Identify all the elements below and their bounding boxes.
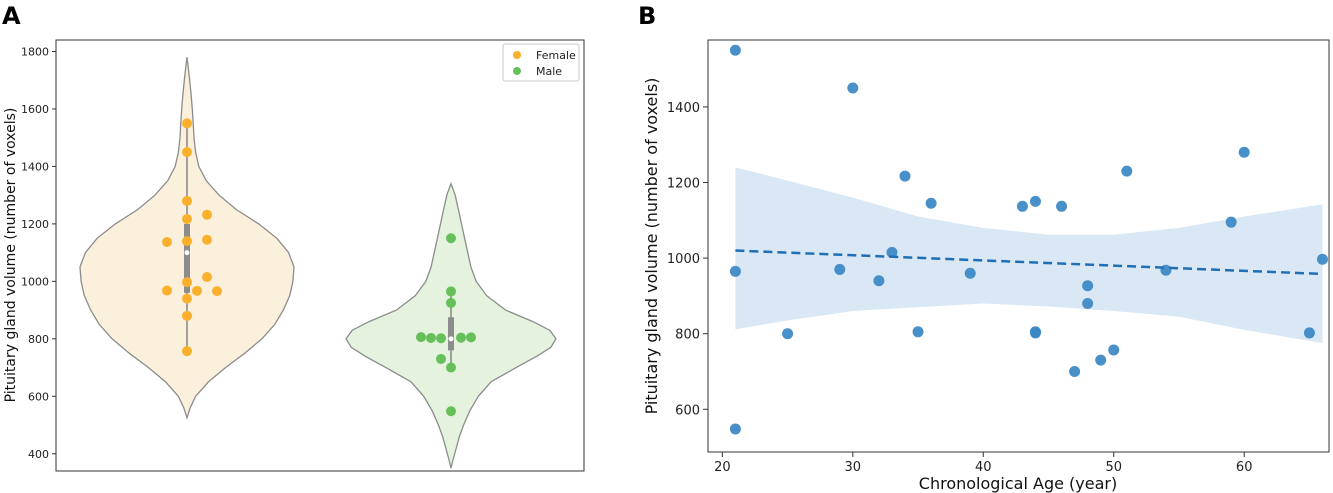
data-point-female	[182, 277, 192, 288]
legend-marker-male	[513, 67, 521, 75]
data-point-male	[436, 333, 446, 344]
plot-frame-a	[55, 39, 585, 472]
data-point	[834, 263, 846, 275]
y-tick-label: 1200	[21, 218, 49, 231]
data-point-male	[446, 406, 456, 417]
panel-a: A 400 600 800 1000 1200 1400 1600 1800 Pituitar…	[2, 2, 585, 472]
y-tick-label: 1600	[21, 103, 49, 116]
plot-frame-b	[707, 39, 1330, 453]
data-point	[1238, 146, 1250, 158]
legend: Female Male	[502, 43, 580, 82]
y-tick-label: 1800	[21, 45, 49, 58]
data-point	[964, 267, 976, 279]
y-tick-label: 1400	[667, 101, 700, 116]
iqr-box-female	[184, 223, 190, 293]
data-point-female	[192, 285, 202, 296]
panel-label-a: A	[2, 2, 21, 30]
median-marker-male	[448, 336, 454, 342]
data-point	[729, 265, 741, 277]
data-point-female	[202, 272, 212, 283]
y-tick-label: 400	[28, 448, 49, 461]
data-point	[886, 246, 898, 258]
data-point-female	[162, 285, 172, 296]
panel-label-b: B	[638, 2, 656, 30]
y-tick-label: 600	[28, 390, 49, 403]
y-ticks-a: 400 600 800 1000 1200 1400 1600 1800	[21, 45, 56, 461]
y-tick-label: 1400	[21, 160, 49, 173]
data-point	[1029, 195, 1041, 207]
y-tick-label: 1000	[667, 252, 700, 267]
data-point	[1082, 297, 1094, 309]
data-point-female	[182, 310, 192, 321]
y-tick-label: 800	[675, 328, 700, 343]
data-point-male	[436, 353, 446, 364]
x-tick-label: 50	[1105, 460, 1122, 475]
data-point	[1029, 327, 1041, 339]
legend-label-female: Female	[536, 49, 576, 62]
data-point	[1225, 216, 1237, 228]
scatter-points	[729, 44, 1328, 435]
data-point	[1316, 253, 1328, 265]
x-tick-label: 30	[845, 460, 862, 475]
x-axis-label-b: Chronological Age (year)	[919, 474, 1117, 493]
swarm-points	[162, 118, 476, 417]
data-point	[1121, 165, 1133, 177]
data-point	[925, 197, 937, 209]
data-point-male	[456, 332, 466, 343]
y-ticks-b: 600 800 1000 1200 1400	[667, 101, 708, 418]
data-point-female	[182, 147, 192, 158]
data-point-female	[212, 286, 222, 297]
data-point	[1069, 365, 1081, 377]
iqr-box-male	[448, 317, 454, 351]
data-point-male	[446, 286, 456, 297]
data-point-female	[182, 293, 192, 304]
x-tick-label: 60	[1236, 460, 1253, 475]
data-point	[1303, 327, 1315, 339]
data-point	[1056, 200, 1068, 212]
y-tick-label: 1200	[667, 176, 700, 191]
data-point-female	[162, 236, 172, 247]
data-point	[1082, 280, 1094, 292]
x-tick-label: 20	[714, 460, 731, 475]
legend-box	[502, 43, 580, 82]
data-point-female	[182, 346, 192, 357]
legend-label-male: Male	[536, 65, 562, 78]
confidence-band-area	[735, 167, 1323, 344]
y-axis-label-b: Pituitary gland volume (number of voxels…	[642, 78, 661, 415]
y-tick-label: 600	[675, 403, 700, 418]
data-point-female	[182, 118, 192, 129]
y-axis-label-a: Pituitary gland volume (number of voxels…	[3, 108, 19, 403]
y-tick-label: 1000	[21, 275, 49, 288]
data-point-male	[416, 332, 426, 343]
data-point	[1108, 344, 1120, 356]
data-point-male	[466, 332, 476, 343]
confidence-band	[735, 167, 1323, 344]
data-point	[782, 328, 794, 340]
data-point-female	[202, 234, 212, 245]
data-point-male	[426, 332, 436, 343]
median-marker-female	[184, 250, 190, 256]
data-point	[873, 275, 885, 287]
x-ticks-b: 20 30 40 50 60	[714, 452, 1252, 475]
data-point-female	[182, 195, 192, 206]
data-point	[729, 423, 741, 435]
y-tick-label: 800	[28, 333, 49, 346]
data-point	[912, 326, 924, 338]
data-point-female	[182, 214, 192, 225]
panel-b: B 20 30 40 50 60 600 800 1000 1200 1400 Chronolo…	[638, 2, 1330, 493]
violins	[79, 57, 557, 469]
data-point-male	[446, 297, 456, 308]
data-point-male	[446, 233, 456, 244]
data-point	[729, 44, 741, 56]
legend-marker-female	[513, 51, 521, 59]
data-point-male	[446, 362, 456, 373]
data-point	[1016, 200, 1028, 212]
data-point-female	[182, 236, 192, 247]
data-point	[1095, 354, 1107, 366]
data-point	[847, 82, 859, 94]
x-tick-label: 40	[975, 460, 992, 475]
data-point-female	[202, 209, 212, 220]
data-point	[899, 170, 911, 182]
